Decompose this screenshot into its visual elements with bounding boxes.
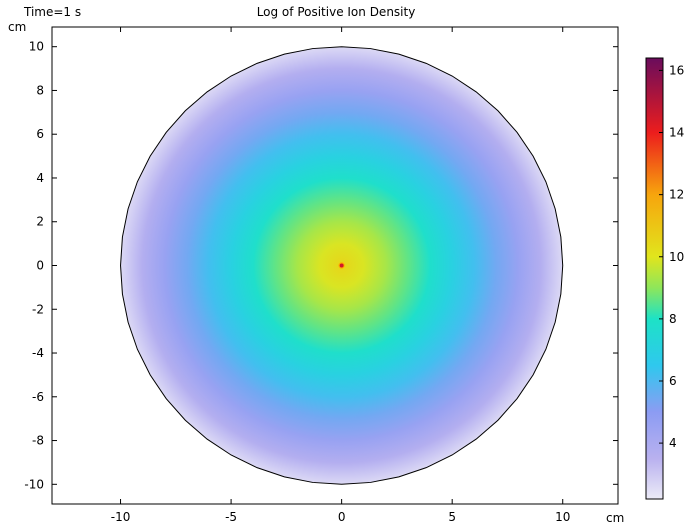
hotspot-point xyxy=(339,263,344,268)
x-tick-label: 5 xyxy=(448,510,456,524)
colorbar-tick-label: 8 xyxy=(669,312,677,326)
colorbar-tick-label: 10 xyxy=(669,250,684,264)
y-tick-label: -4 xyxy=(32,346,44,360)
y-tick-label: 0 xyxy=(36,259,44,273)
y-tick-label: 4 xyxy=(36,171,44,185)
y-axis: -10 -8 -6 -4 -2 0 2 4 6 8 10 xyxy=(24,40,618,491)
time-label: Time=1 s xyxy=(23,5,81,19)
colorbar-tick-label: 14 xyxy=(669,126,684,140)
colorbar-tick-label: 16 xyxy=(669,63,684,77)
x-tick-label: -5 xyxy=(225,510,237,524)
y-tick-label: -6 xyxy=(32,390,44,404)
colorbar-tick-label: 4 xyxy=(669,436,677,450)
x-axis: -10 -5 0 5 10 xyxy=(111,27,570,524)
x-tick-label: 0 xyxy=(338,510,346,524)
y-tick-label: 2 xyxy=(36,215,44,229)
chart-title: Log of Positive Ion Density xyxy=(257,5,416,19)
colorbar: 4 6 8 10 12 14 16 xyxy=(645,57,684,500)
y-tick-label: 6 xyxy=(36,127,44,141)
y-tick-label: -10 xyxy=(24,477,44,491)
y-tick-label: -2 xyxy=(32,302,44,316)
colorbar-tick-label: 6 xyxy=(669,374,677,388)
colorbar-rect xyxy=(645,57,664,500)
y-tick-label: -8 xyxy=(32,434,44,448)
x-tick-label: -10 xyxy=(111,510,131,524)
y-tick-label: 8 xyxy=(36,83,44,97)
x-tick-label: 10 xyxy=(555,510,570,524)
disk-layer xyxy=(120,46,564,485)
y-tick-label: 10 xyxy=(29,40,44,54)
colorbar-tick-label: 12 xyxy=(669,188,684,202)
y-unit-label: cm xyxy=(8,20,26,34)
x-unit-label: cm xyxy=(606,511,624,525)
